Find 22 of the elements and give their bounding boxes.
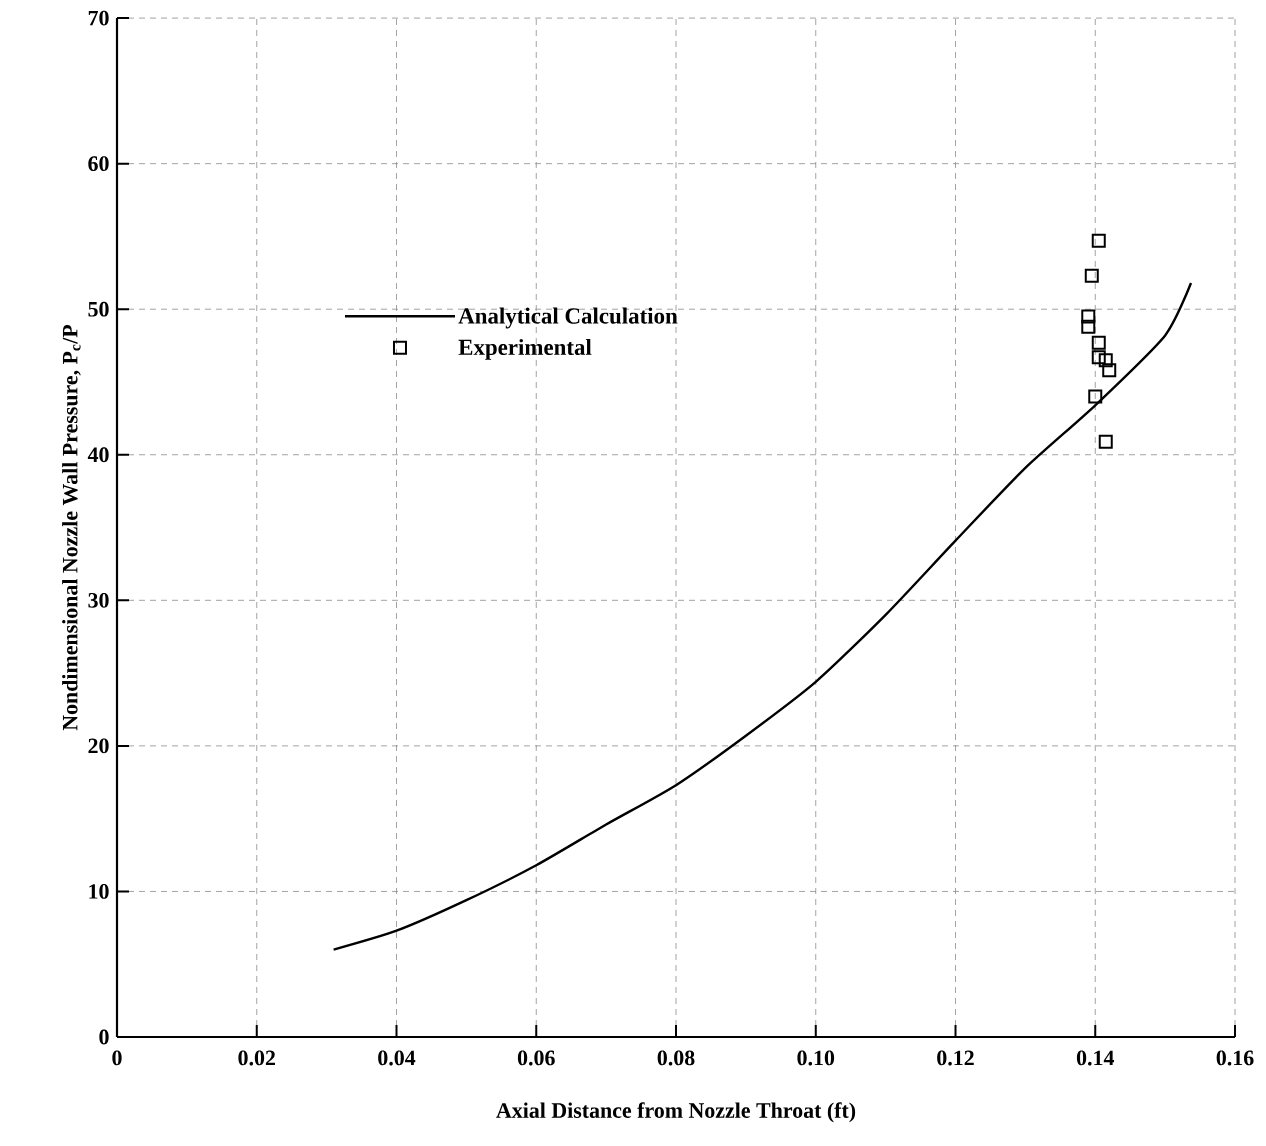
x-tick-label: 0.02: [238, 1050, 275, 1066]
y-tick-label: 20: [88, 738, 109, 754]
x-tick-label: 0.06: [517, 1050, 555, 1066]
y-tick-label: 60: [88, 156, 109, 172]
legend-label: Analytical Calculation: [458, 307, 678, 329]
x-axis-title: Axial Distance from Nozzle Throat (ft): [496, 1102, 856, 1123]
x-tick-label: 0.14: [1076, 1050, 1115, 1066]
x-tick-label: 0.08: [657, 1050, 695, 1066]
x-tick-label: 0.12: [937, 1050, 974, 1066]
x-tick-label: 0.16: [1216, 1050, 1254, 1066]
y-tick-label: 70: [88, 10, 109, 26]
x-tick-label: 0: [112, 1050, 122, 1066]
y-tick-label: 10: [89, 884, 109, 899]
legend-label: Experimental: [458, 338, 592, 360]
x-tick-label: 0.10: [797, 1050, 835, 1066]
y-tick-label: 50: [88, 301, 109, 317]
x-tick-label: 0.04: [378, 1050, 416, 1066]
y-tick-label: 30: [88, 592, 109, 608]
y-tick-label: 40: [87, 447, 109, 463]
y-tick-label: 0: [99, 1029, 109, 1045]
y-axis-title: Nondimensional Nozzle Wall Pressure, P$_{c}$/P: [62, 324, 81, 731]
line-series: [332, 281, 1193, 951]
